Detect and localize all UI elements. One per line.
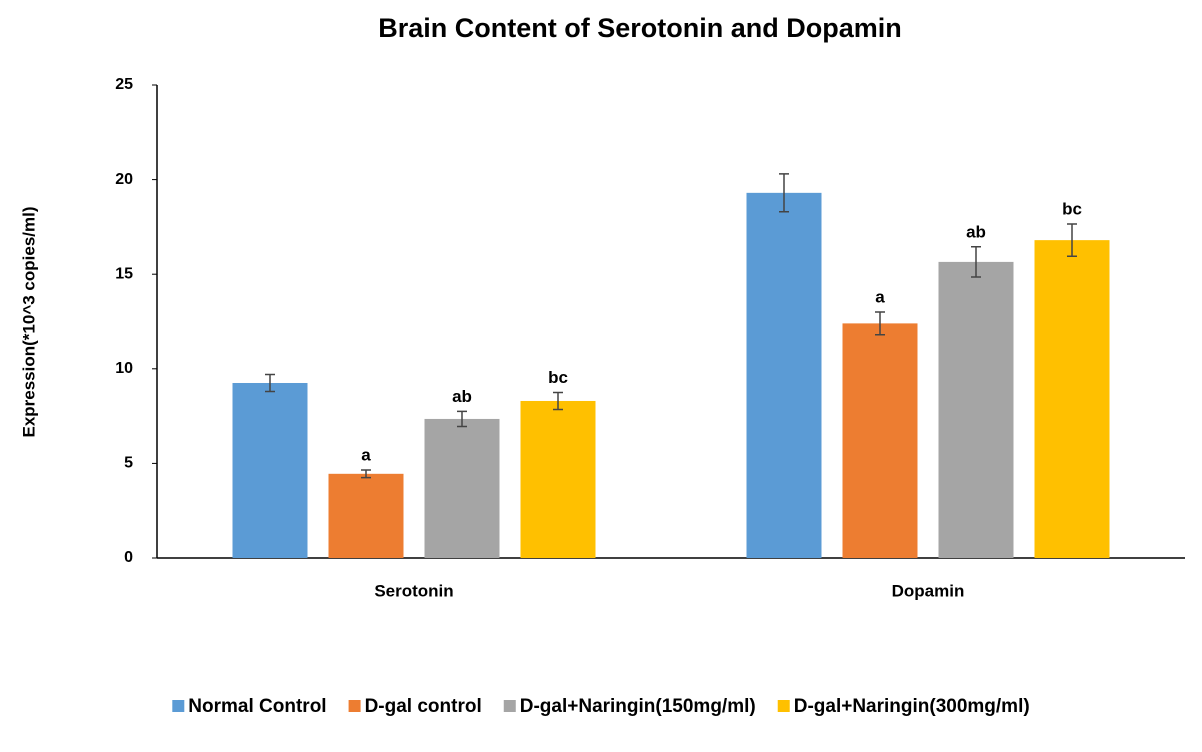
y-tick-label: 20 xyxy=(115,171,133,188)
x-tick-label: Serotonin xyxy=(374,581,453,600)
error-bar xyxy=(553,391,563,411)
annotation: bc xyxy=(1062,200,1082,219)
y-tick-label: 0 xyxy=(124,549,133,566)
legend-swatch xyxy=(172,700,185,712)
annotation: ab xyxy=(966,222,986,241)
legend-label: D-gal+Naringin(150mg/ml) xyxy=(520,696,756,717)
legend-label: Normal Control xyxy=(188,696,326,717)
legend-swatch xyxy=(348,700,361,712)
bar xyxy=(328,473,404,558)
error-bar xyxy=(779,173,789,213)
error-bar xyxy=(1067,223,1077,257)
y-tick-label: 10 xyxy=(115,360,133,377)
legend-label: D-gal control xyxy=(365,696,482,717)
y-axis-label: Expression(*10^3 copies/ml) xyxy=(19,206,38,437)
annotation: bc xyxy=(548,368,568,387)
y-tick-label: 15 xyxy=(115,265,133,282)
annotation: ab xyxy=(452,387,472,406)
legend: Normal Control D-gal control D-gal+Naringi… xyxy=(172,696,1030,717)
y-tick-label: 5 xyxy=(124,455,133,472)
error-bar xyxy=(457,410,467,428)
error-bar xyxy=(265,373,275,393)
x-tick-label: Dopamin xyxy=(892,581,965,600)
bar xyxy=(1034,240,1110,559)
bar xyxy=(842,323,918,558)
error-bar xyxy=(875,311,885,336)
error-bar xyxy=(971,246,981,278)
bar xyxy=(424,418,500,558)
annotation: a xyxy=(361,446,371,465)
error-bar xyxy=(361,469,371,479)
bar xyxy=(232,382,308,558)
chart-title: Brain Content of Serotonin and Dopamin xyxy=(378,13,901,43)
legend-swatch xyxy=(503,700,516,712)
annotation: a xyxy=(875,288,885,307)
legend-swatch xyxy=(777,700,790,712)
bar xyxy=(938,261,1014,558)
bar xyxy=(746,192,822,558)
y-tick-label: 25 xyxy=(115,76,133,93)
legend-label: D-gal+Naringin(300mg/ml) xyxy=(794,696,1030,717)
bar xyxy=(520,400,596,558)
